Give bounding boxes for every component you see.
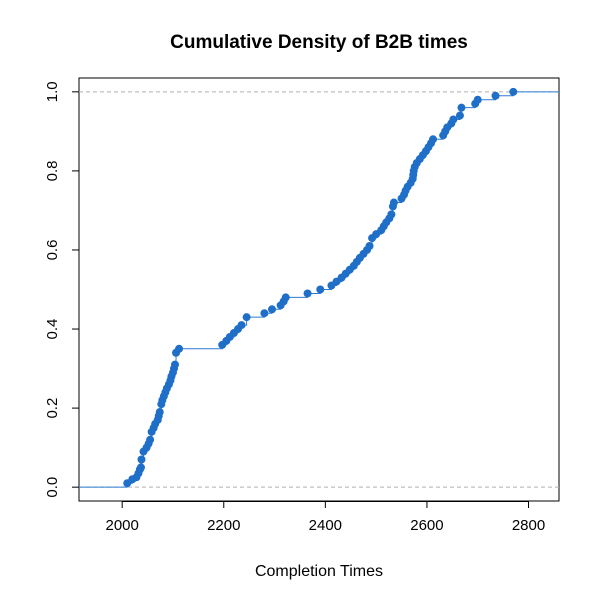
y-tick-label: 0.6	[44, 240, 61, 261]
ecdf-point	[268, 305, 277, 314]
y-tick-label: 0.0	[44, 477, 61, 498]
ecdf-point	[237, 321, 246, 330]
ecdf-point	[137, 455, 146, 464]
ecdf-point	[146, 435, 155, 444]
x-axis-label: Completion Times	[255, 563, 383, 580]
reference-lines	[79, 91, 559, 488]
ecdf-point	[175, 344, 184, 353]
x-tick-label: 2400	[309, 517, 342, 534]
ecdf-point	[455, 111, 464, 120]
ecdf-points	[123, 87, 518, 488]
ecdf-point	[260, 309, 269, 318]
y-tick-label: 0.2	[44, 398, 61, 419]
y-tick-label: 0.4	[44, 319, 61, 340]
ecdf-point	[473, 95, 482, 104]
ecdf-point	[457, 103, 466, 112]
x-tick-label: 2800	[512, 517, 545, 534]
x-tick-label: 2000	[105, 517, 138, 534]
y-tick-label: 0.8	[44, 160, 61, 181]
ecdf-point	[491, 91, 500, 100]
ecdf-point	[509, 87, 518, 96]
ecdf-point	[365, 242, 374, 251]
ecdf-point	[389, 198, 398, 207]
ecdf-point	[449, 115, 458, 124]
chart-title: Cumulative Density of B2B times	[170, 32, 468, 53]
y-tick-label: 1.0	[44, 81, 61, 102]
x-axis: 2000 2200 2400 2600 2800	[105, 501, 545, 534]
ecdf-point	[387, 210, 396, 219]
x-tick-label: 2200	[207, 517, 240, 534]
ecdf-point	[171, 360, 179, 369]
ecdf-point	[303, 289, 312, 298]
ecdf-point	[136, 463, 145, 472]
ecdf-point	[155, 408, 164, 417]
ecdf-point	[281, 293, 290, 302]
x-tick-label: 2600	[410, 517, 443, 534]
y-axis: 0.0 0.2 0.4 0.6 0.8 1.0	[44, 81, 79, 498]
ecdf-point	[316, 285, 325, 294]
ecdf-point	[242, 313, 251, 322]
ecdf-point	[429, 135, 438, 144]
